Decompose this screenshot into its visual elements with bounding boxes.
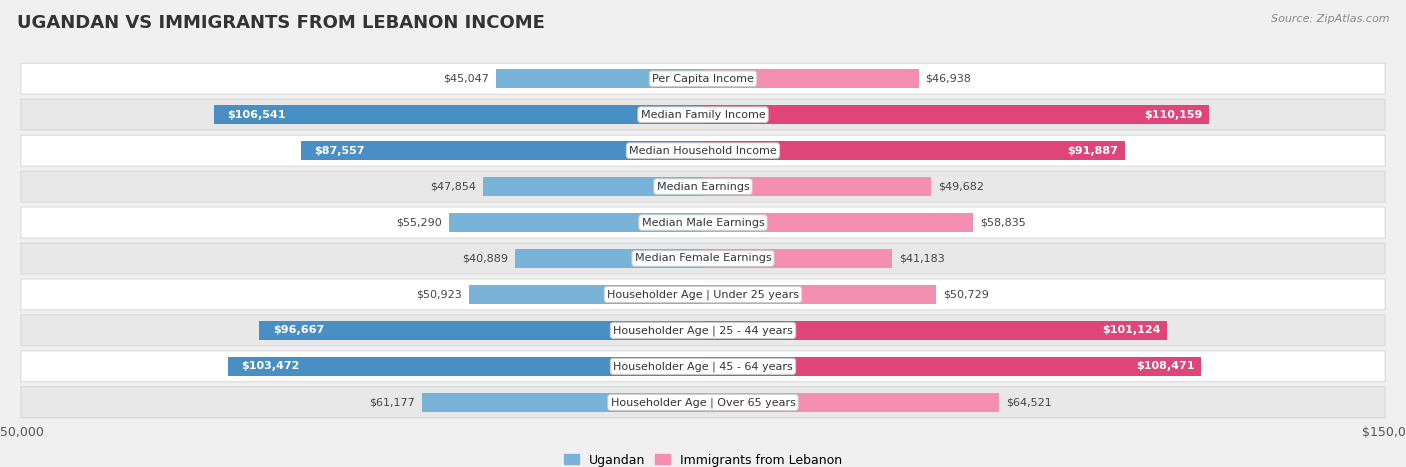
Text: $91,887: $91,887	[1067, 146, 1118, 156]
FancyBboxPatch shape	[21, 99, 1385, 130]
Text: $87,557: $87,557	[315, 146, 366, 156]
FancyBboxPatch shape	[21, 135, 1385, 166]
Bar	[228, 357, 703, 376]
Text: UGANDAN VS IMMIGRANTS FROM LEBANON INCOME: UGANDAN VS IMMIGRANTS FROM LEBANON INCOM…	[17, 14, 544, 32]
Bar	[496, 69, 703, 88]
Bar	[422, 393, 703, 412]
Text: $50,923: $50,923	[416, 290, 463, 299]
Text: Householder Age | 45 - 64 years: Householder Age | 45 - 64 years	[613, 361, 793, 372]
Bar	[703, 393, 1000, 412]
Text: $46,938: $46,938	[925, 74, 972, 84]
Bar	[703, 357, 1201, 376]
Text: $45,047: $45,047	[443, 74, 489, 84]
Bar	[703, 69, 918, 88]
FancyBboxPatch shape	[21, 171, 1385, 202]
Text: $58,835: $58,835	[980, 218, 1026, 227]
Text: $64,521: $64,521	[1007, 397, 1052, 407]
Bar	[703, 249, 893, 268]
Text: $41,183: $41,183	[898, 254, 945, 263]
Text: $55,290: $55,290	[396, 218, 441, 227]
Text: Median Male Earnings: Median Male Earnings	[641, 218, 765, 227]
Text: $47,854: $47,854	[430, 182, 477, 191]
Text: $49,682: $49,682	[938, 182, 984, 191]
Text: Median Female Earnings: Median Female Earnings	[634, 254, 772, 263]
Text: Householder Age | 25 - 44 years: Householder Age | 25 - 44 years	[613, 325, 793, 336]
Text: $101,124: $101,124	[1102, 325, 1160, 335]
FancyBboxPatch shape	[21, 63, 1385, 94]
Text: $110,159: $110,159	[1143, 110, 1202, 120]
Text: Householder Age | Under 25 years: Householder Age | Under 25 years	[607, 289, 799, 300]
Text: Per Capita Income: Per Capita Income	[652, 74, 754, 84]
Text: $108,471: $108,471	[1136, 361, 1194, 371]
Bar	[703, 141, 1125, 160]
Bar	[214, 105, 703, 124]
Bar	[703, 177, 931, 196]
Text: Median Earnings: Median Earnings	[657, 182, 749, 191]
Bar	[449, 213, 703, 232]
Text: Householder Age | Over 65 years: Householder Age | Over 65 years	[610, 397, 796, 408]
Bar	[301, 141, 703, 160]
Bar	[703, 285, 936, 304]
Text: $96,667: $96,667	[273, 325, 323, 335]
FancyBboxPatch shape	[21, 351, 1385, 382]
Text: $50,729: $50,729	[943, 290, 988, 299]
FancyBboxPatch shape	[21, 207, 1385, 238]
Bar	[484, 177, 703, 196]
FancyBboxPatch shape	[21, 387, 1385, 418]
Bar	[470, 285, 703, 304]
Bar	[515, 249, 703, 268]
Text: $61,177: $61,177	[370, 397, 415, 407]
Text: $40,889: $40,889	[463, 254, 509, 263]
Bar	[703, 321, 1167, 340]
FancyBboxPatch shape	[21, 315, 1385, 346]
Text: Median Household Income: Median Household Income	[628, 146, 778, 156]
Bar	[259, 321, 703, 340]
Bar	[703, 105, 1209, 124]
Text: $103,472: $103,472	[242, 361, 299, 371]
Text: Source: ZipAtlas.com: Source: ZipAtlas.com	[1271, 14, 1389, 24]
Legend: Ugandan, Immigrants from Lebanon: Ugandan, Immigrants from Lebanon	[558, 449, 848, 467]
FancyBboxPatch shape	[21, 279, 1385, 310]
Text: Median Family Income: Median Family Income	[641, 110, 765, 120]
Text: $106,541: $106,541	[228, 110, 285, 120]
Bar	[703, 213, 973, 232]
FancyBboxPatch shape	[21, 243, 1385, 274]
